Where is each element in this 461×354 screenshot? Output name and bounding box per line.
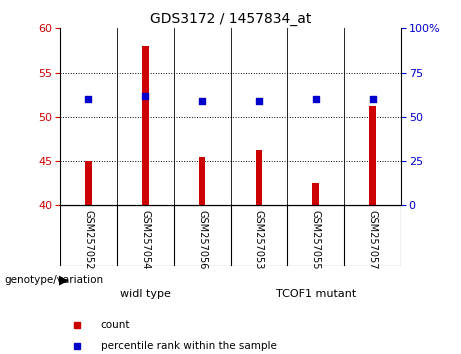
Text: GSM257053: GSM257053 (254, 210, 264, 269)
Text: GSM257056: GSM257056 (197, 210, 207, 269)
Bar (369, 106, 376, 205)
Text: GSM257055: GSM257055 (311, 210, 321, 270)
Text: GSM257057: GSM257057 (367, 210, 378, 270)
Text: widl type: widl type (120, 289, 171, 299)
Text: count: count (101, 320, 130, 330)
Text: GSM257052: GSM257052 (83, 210, 94, 270)
Text: percentile rank within the sample: percentile rank within the sample (101, 341, 277, 351)
Bar (142, 46, 148, 205)
Text: GSM257054: GSM257054 (140, 210, 150, 269)
Point (85, 96, 92, 102)
Text: TCOF1 mutant: TCOF1 mutant (276, 289, 356, 299)
Title: GDS3172 / 1457834_at: GDS3172 / 1457834_at (150, 12, 311, 26)
Bar (85, 161, 92, 205)
Bar (199, 156, 206, 205)
Bar (255, 150, 262, 205)
Point (198, 98, 206, 104)
Point (142, 93, 149, 98)
Point (255, 98, 263, 104)
Bar (313, 183, 319, 205)
Point (369, 96, 376, 102)
Point (312, 96, 319, 102)
Text: genotype/variation: genotype/variation (5, 275, 104, 285)
Text: ▶: ▶ (59, 273, 68, 286)
